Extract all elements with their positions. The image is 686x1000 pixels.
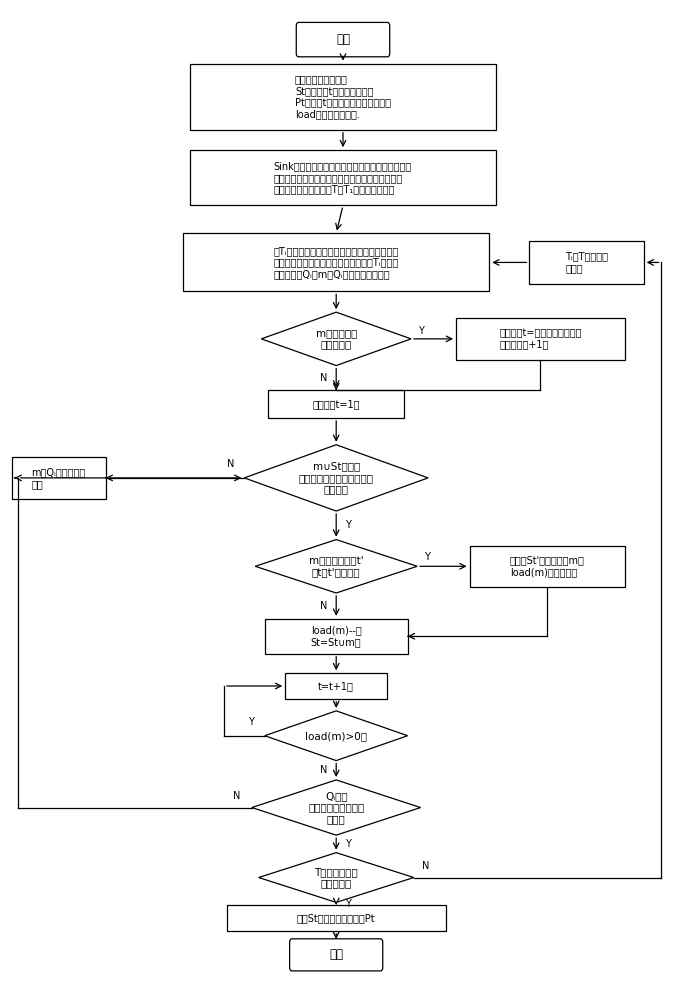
Polygon shape (244, 445, 428, 511)
Text: m已分配到时隙t'
且t与t'不连续？: m已分配到时隙t' 且t与t'不连续？ (309, 555, 364, 577)
Text: m存在相应的
输入链路？: m存在相应的 输入链路？ (316, 328, 357, 350)
Text: Y: Y (346, 899, 351, 909)
Polygon shape (261, 312, 411, 366)
Text: N: N (320, 373, 328, 383)
Text: load(m)--；
St=St∪m；: load(m)--； St=St∪m； (311, 625, 362, 647)
Text: N: N (227, 459, 235, 469)
Text: Sink的所有子树按照其根节点的负载量升序排序；
对于负载量相同的子树，按照根节点的干扰度降序
排序。排序后的序列为T。T₁为第一个子树。: Sink的所有子树按照其根节点的负载量升序排序； 对于负载量相同的子树，按照根节… (274, 161, 412, 194)
Polygon shape (265, 711, 407, 761)
Text: Y: Y (425, 552, 430, 562)
Text: m为Qᵢ中下一条链
路；: m为Qᵢ中下一条链 路； (32, 467, 86, 489)
Polygon shape (259, 853, 414, 902)
Text: load(m)>0？: load(m)>0？ (305, 731, 367, 741)
Text: 从所有St'中删除链路m；
load(m)恢复原值；: 从所有St'中删除链路m； load(m)恢复原值； (510, 555, 584, 577)
FancyBboxPatch shape (285, 673, 387, 699)
FancyBboxPatch shape (183, 233, 489, 291)
Text: t=t+1；: t=t+1； (318, 681, 354, 691)
Text: N: N (423, 861, 429, 871)
Text: 开始: 开始 (336, 33, 350, 46)
FancyBboxPatch shape (456, 318, 625, 360)
Text: 初始时隙t=1；: 初始时隙t=1； (312, 399, 360, 409)
Text: 初始时隙t=输入链路分配到的
最大时隙数+1；: 初始时隙t=输入链路分配到的 最大时隙数+1； (499, 328, 582, 350)
Text: Qᵢ中的
每一条链路均已分配
时隙？: Qᵢ中的 每一条链路均已分配 时隙？ (308, 791, 364, 824)
Text: 输出St，并进行功率分配Pt: 输出St，并进行功率分配Pt (297, 913, 375, 923)
FancyBboxPatch shape (289, 939, 383, 971)
Polygon shape (252, 780, 421, 835)
Polygon shape (255, 540, 417, 593)
FancyBboxPatch shape (265, 619, 407, 654)
Text: T中所有子树均
分配时隙？: T中所有子树均 分配时隙？ (314, 867, 358, 888)
Text: Y: Y (346, 520, 351, 530)
FancyBboxPatch shape (469, 546, 625, 587)
Text: 已有的数据收集树；
St为在时隙t内的链路集合；
Pt为时隙t内链路的发射功率集合；
load为链路的负载量.: 已有的数据收集树； St为在时隙t内的链路集合； Pt为时隙t内链路的发射功率集… (295, 74, 391, 119)
Text: 结束: 结束 (329, 948, 343, 961)
Text: N: N (233, 791, 241, 801)
Text: m∪St中所有
链路不冲突且存在可行的发
射功率？: m∪St中所有 链路不冲突且存在可行的发 射功率？ (298, 461, 374, 495)
FancyBboxPatch shape (226, 905, 446, 931)
FancyBboxPatch shape (12, 457, 106, 499)
FancyBboxPatch shape (268, 390, 404, 418)
FancyBboxPatch shape (190, 150, 496, 205)
FancyBboxPatch shape (190, 64, 496, 130)
Text: Tᵢ为T中下一棵
子树；: Tᵢ为T中下一棵 子树； (565, 252, 608, 273)
Text: Y: Y (248, 717, 254, 727)
FancyBboxPatch shape (530, 241, 643, 284)
Text: Y: Y (346, 839, 351, 849)
FancyBboxPatch shape (296, 22, 390, 57)
Text: Y: Y (418, 326, 424, 336)
Text: 将Tᵢ中所有链路按照负载量升序排序；对于负载
量相同的链路，按照干扰度降序排序。Tᵢ对应的
链路序列为Qᵢ。m为Qᵢ中的第一条链路。: 将Tᵢ中所有链路按照负载量升序排序；对于负载 量相同的链路，按照干扰度降序排序。… (274, 246, 399, 279)
Text: N: N (320, 765, 328, 775)
Text: N: N (320, 601, 328, 611)
